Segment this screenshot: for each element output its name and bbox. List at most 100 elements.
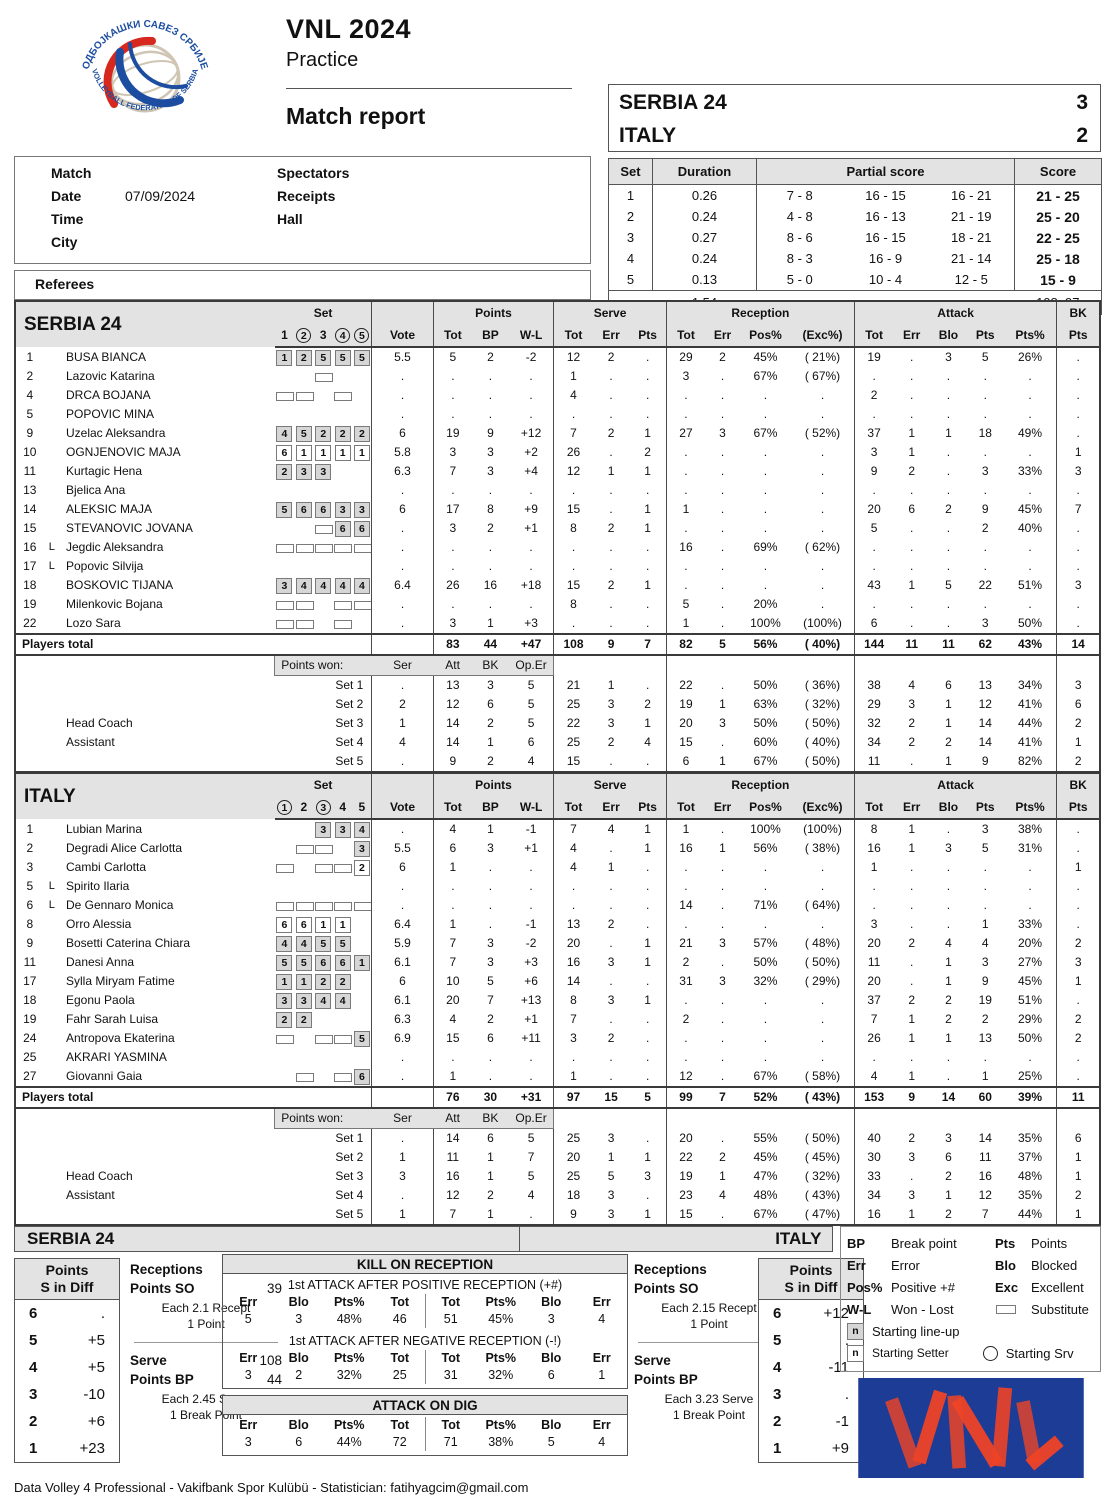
home-points-in-diff: Points S in Diff 6 . 5 +5 4 +5 3 -10 2 +… xyxy=(14,1258,120,1463)
starting-lineup-box: 4 xyxy=(334,577,351,594)
libero-flag: L xyxy=(48,540,55,553)
dig-col-header: Err xyxy=(239,1418,258,1432)
starting-lineup-box: 6 xyxy=(295,501,312,518)
set-duration: 0.24 xyxy=(652,248,757,269)
set-diff-value: . xyxy=(844,1332,849,1349)
starting-lineup-box: 2 xyxy=(295,349,312,366)
away-serve-note1: Each 3.23 Serve xyxy=(664,1392,754,1406)
report-content: ОДБОЈКАШКИ САВЕЗ СРБИЈЕ VOLLEYBALL FEDER… xyxy=(14,0,1102,1500)
set-diff-row: 3 . xyxy=(759,1381,863,1408)
player-number: 9 xyxy=(26,426,34,441)
starting-srv-circle-icon: 4 xyxy=(335,327,351,343)
player-vote: . xyxy=(371,614,434,634)
pw-att: 13 xyxy=(432,675,473,695)
set-breakdown-row: Set 2 2 12 6 5 25 3 2 19 1 63%( 32%) 29 3 1 12 41% 6 xyxy=(15,695,1100,714)
pw-oper: 7 xyxy=(527,1150,535,1165)
set-diff-row: 4 +5 xyxy=(15,1354,119,1381)
set-score-row: 5 0.13 5 - 0 10 - 4 12 - 5 15 - 9 xyxy=(609,269,1102,291)
players-total-row: Players total 76 30 +31 97 15 5 99 7 52%( 43%) 1… xyxy=(15,1086,1100,1109)
player-number: 1 xyxy=(26,821,34,836)
set-diff-setnum: 1 xyxy=(29,1440,38,1457)
city-label: City xyxy=(51,234,78,250)
set-breakdown-row: Set 1 . 14 6 5 25 3. 20. 55%( 50%) 40 2 3 14 35% 6 xyxy=(15,1128,1100,1148)
substitute-icon xyxy=(334,600,353,610)
summary-home-bar: SERBIA 24 xyxy=(14,1226,520,1252)
away-serve-note2: 1 Break Point xyxy=(672,1408,746,1422)
player-vote: . xyxy=(371,538,434,557)
libero-flag xyxy=(44,934,60,953)
pw-ser: . xyxy=(371,752,434,772)
home-serve-value: 108 xyxy=(259,1353,282,1368)
pw-oper: 5 xyxy=(527,1131,535,1146)
att-header: Att xyxy=(433,654,473,676)
starting-lineup-box: 2 xyxy=(276,1011,293,1028)
kill-col-header: Blo xyxy=(541,1295,562,1309)
starting-setter-box: 1 xyxy=(334,444,351,461)
libero-flag xyxy=(44,500,60,519)
set-diff-setnum: 5 xyxy=(773,1332,782,1349)
player-number: 19 xyxy=(23,1012,37,1027)
dig-value: 4 xyxy=(598,1435,606,1449)
kill-col-header: Pts% xyxy=(485,1295,517,1309)
player-vote: . xyxy=(371,1048,434,1067)
set-diff-row: 2 -1 xyxy=(759,1408,863,1435)
starting-lineup-box: 3 xyxy=(353,501,370,518)
starting-lineup-box: 6 xyxy=(334,520,351,537)
legend-box: BP Break point Pts Points Err Error Blo … xyxy=(840,1226,1101,1372)
legend-row: Err Error Blo Blocked xyxy=(847,1254,1094,1276)
starting-srv-circle-icon xyxy=(982,1345,998,1361)
set-breakdown-row: Assistant Set 4 . 12 2 4 18 3. 23 4 48%( 43%) 3… xyxy=(15,1186,1100,1205)
player-vote: . xyxy=(371,877,434,896)
substitute-icon xyxy=(353,901,372,911)
staff-label: Head Coach xyxy=(65,1169,133,1184)
player-vote: 6.3 xyxy=(371,1010,434,1029)
set-diff-row: 2 +6 xyxy=(15,1408,119,1435)
legend-value: Excellent xyxy=(1031,1279,1084,1295)
player-name: Egonu Paola xyxy=(65,993,135,1008)
set-row-label: Set 3 xyxy=(335,1169,364,1184)
player-number: 17 xyxy=(23,974,37,989)
set-row-label: Set 1 xyxy=(335,1131,364,1146)
player-vote: . xyxy=(371,481,434,500)
player-name: ALEKSIC MAJA xyxy=(65,502,153,517)
kill-positive-value: 48% xyxy=(336,1312,362,1326)
substitute-icon xyxy=(353,543,372,553)
attack-group-header: Attack xyxy=(853,301,1057,324)
receipts-label: Receipts xyxy=(277,188,336,204)
starting-srv-label: Starting Srv xyxy=(1005,1345,1074,1361)
pw-ser: 2 xyxy=(371,695,434,714)
set-diff-value: . xyxy=(844,1386,849,1403)
set-diff-setnum: 5 xyxy=(29,1332,38,1349)
kill-positive-value: 4 xyxy=(598,1312,606,1326)
set-diff-value: +12 xyxy=(823,1305,849,1322)
home-bp-value: 44 xyxy=(266,1372,282,1387)
federation-logo: ОДБОЈКАШКИ САВЕЗ СРБИЈЕ VOLLEYBALL FEDER… xyxy=(74,6,216,148)
legend-key: BP xyxy=(847,1235,866,1251)
substitute-icon xyxy=(315,844,333,854)
set-number: 5 xyxy=(626,272,635,287)
starting-lineup-box: 2 xyxy=(315,425,332,442)
starting-lineup-box: 4 xyxy=(276,425,293,442)
starting-lineup-box: 5 xyxy=(315,935,332,952)
libero-flag: L xyxy=(48,898,55,911)
kill-negative-value: 2 xyxy=(295,1368,303,1382)
points-group-header: Points xyxy=(432,301,554,324)
set-diff-setnum: 6 xyxy=(29,1305,38,1322)
substitute-icon xyxy=(334,863,353,873)
player-vote: 6 xyxy=(371,858,434,877)
points-won-label: Points won: xyxy=(274,654,372,676)
federation-logo-graphic: ОДБОЈКАШКИ САВЕЗ СРБИЈЕ VOLLEYBALL FEDER… xyxy=(81,19,210,113)
set-number: 1 xyxy=(626,188,635,203)
oper-header: Op.Er xyxy=(508,1107,555,1129)
set-column-number: 3 xyxy=(313,324,333,348)
starting-lineup-box: 2 xyxy=(353,425,370,442)
partial-3: 18 - 21 xyxy=(951,230,992,245)
starting-lineup-box: 3 xyxy=(276,992,293,1009)
legend-value: Break point xyxy=(891,1235,957,1251)
pw-ser: . xyxy=(371,1186,434,1205)
player-name: Lazovic Katarina xyxy=(65,369,155,384)
away-team-table: ITALY Set Points Serve Reception Attack … xyxy=(14,772,1101,1226)
pw-att: 9 xyxy=(432,752,473,772)
